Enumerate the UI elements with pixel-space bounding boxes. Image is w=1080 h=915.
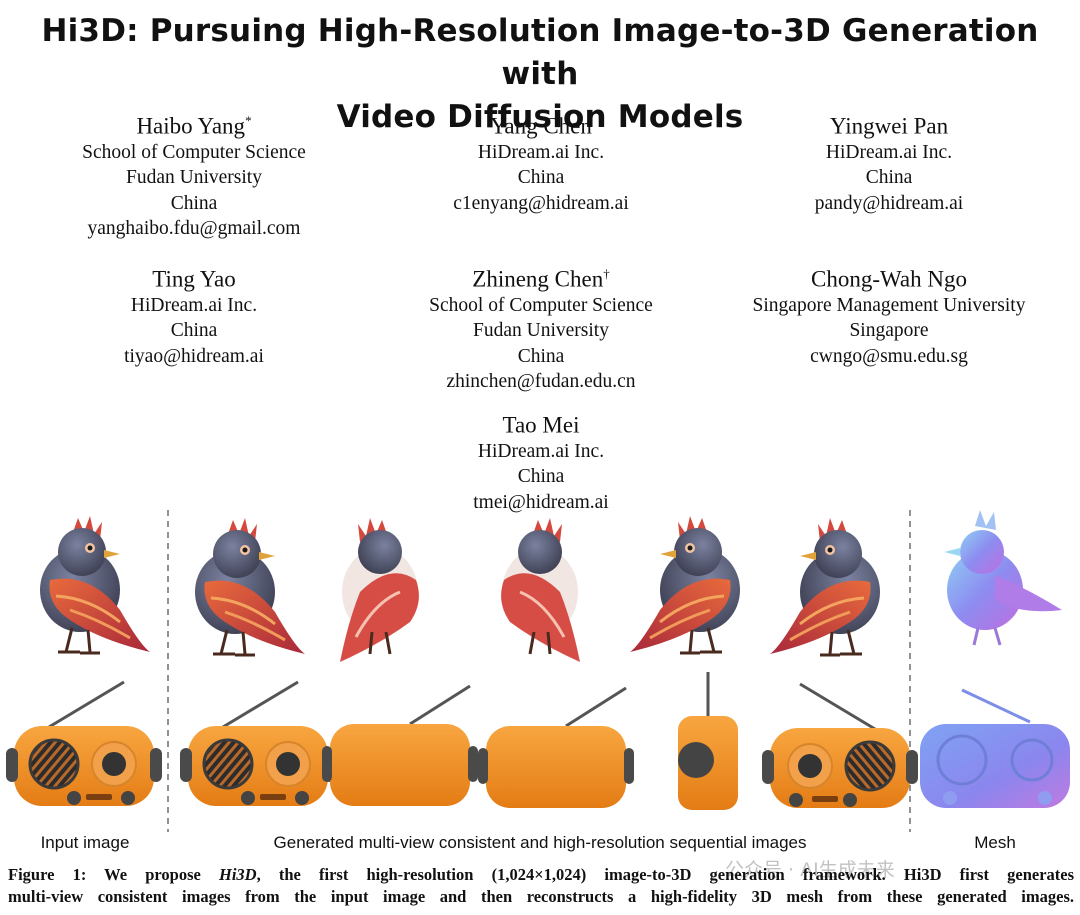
author-name: Yang Chen [490, 113, 592, 139]
author-country: China [170, 320, 218, 342]
author-block: Haibo Yang* School of Computer Science F… [14, 107, 374, 242]
author-affil: HiDream.ai Inc. [477, 141, 605, 163]
paper-title: Hi3D: Pursuing High-Resolution Image-to-… [0, 10, 1080, 139]
author-email: zhinchen@fudan.edu.cn [446, 371, 636, 393]
bird-view-3 [499, 516, 582, 664]
author-block: Yingwei Pan HiDream.ai Inc. China pandy@… [709, 107, 1069, 216]
author-affil: Singapore Management University [752, 294, 1026, 316]
author-name: Zhineng Chen [472, 266, 604, 292]
bird-view-1 [193, 516, 307, 657]
radio-view-5 [760, 682, 920, 810]
title-line-1: Hi3D: Pursuing High-Resolution Image-to-… [41, 13, 1039, 92]
caption-prefix: Figure 1: We propose [8, 865, 219, 884]
author-block: Ting Yao HiDream.ai Inc. China tiyao@hid… [14, 260, 374, 369]
author-mark: † [603, 266, 610, 281]
caption-method-name: Hi3D [219, 865, 257, 884]
radio-input-image [4, 680, 164, 808]
author-email: c1enyang@hidream.ai [453, 192, 629, 214]
figure-caption: Figure 1: We propose Hi3D, the first hig… [8, 864, 1074, 908]
author-affil: Fudan University [473, 320, 609, 342]
author-country: China [517, 345, 565, 367]
radio-view-1 [178, 680, 338, 808]
radio-view-2 [320, 684, 480, 808]
author-name: Yingwei Pan [829, 113, 949, 139]
author-email: tiyao@hidream.ai [124, 345, 264, 367]
author-block: Zhineng Chen† School of Computer Science… [361, 260, 721, 395]
radio-mesh [920, 688, 1070, 808]
watermark: 公众号 · AI生成未来 [725, 859, 895, 881]
author-mark: * [245, 113, 252, 128]
author-name: Haibo Yang [136, 113, 246, 139]
author-email: yanghaibo.fdu@gmail.com [87, 218, 301, 240]
label-input-image: Input image [40, 833, 130, 852]
author-email: pandy@hidream.ai [814, 192, 964, 214]
author-affil: Fudan University [126, 167, 262, 189]
title-line-2: Video Diffusion Models [336, 99, 744, 135]
author-name: Ting Yao [152, 266, 236, 292]
figure-teaser [4, 510, 1070, 832]
author-affil: HiDream.ai Inc. [477, 440, 605, 462]
author-block: Yang Chen HiDream.ai Inc. China c1enyang… [361, 107, 721, 216]
radio-view-3 [476, 686, 636, 810]
caption-text-1: , the first high-resolution (1,024×1,024… [256, 865, 1075, 884]
author-block: Tao Mei HiDream.ai Inc. China tmei@hidre… [361, 406, 721, 515]
author-country: China [517, 167, 565, 189]
label-generated-views: Generated multi-view consistent and high… [273, 833, 807, 852]
author-country: Singapore [849, 320, 929, 342]
author-name: Chong-Wah Ngo [811, 266, 967, 292]
author-affil: HiDream.ai Inc. [825, 141, 953, 163]
author-country: China [865, 167, 913, 189]
radio-view-4 [678, 672, 738, 810]
author-block: Chong-Wah Ngo Singapore Management Unive… [709, 260, 1069, 369]
author-country: China [517, 466, 565, 488]
bird-view-5 [768, 516, 882, 657]
bird-mesh [944, 510, 1062, 646]
author-affil: School of Computer Science [429, 294, 653, 316]
author-country: China [170, 192, 218, 214]
author-affil: HiDream.ai Inc. [130, 294, 258, 316]
author-name: Tao Mei [502, 412, 580, 438]
author-email: cwngo@smu.edu.sg [810, 345, 968, 367]
author-affil: School of Computer Science [82, 141, 306, 163]
caption-text-2: multi-view consistent images from the in… [8, 887, 1074, 906]
bird-input-image [38, 514, 152, 655]
bird-view-2 [338, 516, 421, 664]
author-email: tmei@hidream.ai [473, 491, 609, 513]
label-mesh: Mesh [974, 833, 1016, 852]
bird-view-4 [628, 514, 742, 655]
